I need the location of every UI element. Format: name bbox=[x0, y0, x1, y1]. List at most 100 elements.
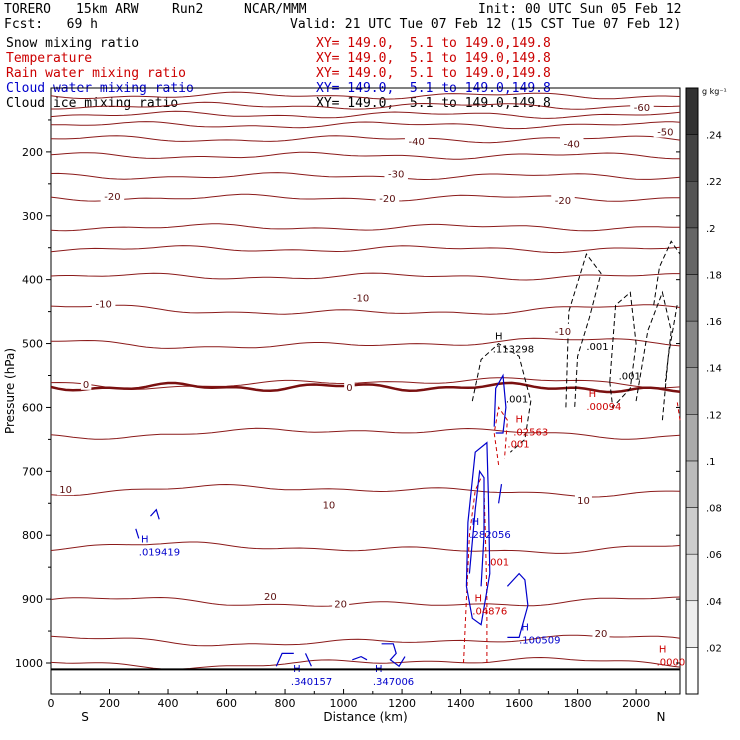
header-org: NCAR/MMM bbox=[244, 2, 307, 17]
temperature-label: -20 bbox=[555, 196, 571, 207]
x-tick-label: 2000 bbox=[622, 697, 650, 710]
y-tick-label: 300 bbox=[22, 210, 43, 223]
temperature-contour bbox=[51, 337, 681, 349]
cloud-water-contour bbox=[465, 441, 491, 626]
contour-value-label: .001 bbox=[506, 394, 528, 405]
cloud-water-contour bbox=[150, 508, 160, 520]
extremum-value: .019419 bbox=[139, 548, 180, 559]
temperature-contour bbox=[50, 151, 680, 160]
y-tick-label: 200 bbox=[22, 146, 43, 159]
colorbar-bin bbox=[685, 274, 699, 322]
temperature-label: 20 bbox=[264, 592, 277, 603]
freezing-level-contour bbox=[50, 381, 681, 394]
temperature-label: -10 bbox=[555, 327, 571, 338]
temperature-label-bg bbox=[375, 190, 400, 204]
colorbar-bin bbox=[685, 227, 699, 275]
colorbar-frame bbox=[685, 87, 699, 695]
temperature-label-bg bbox=[349, 290, 373, 304]
temperature-contour bbox=[50, 304, 681, 315]
extremum-value: .340157 bbox=[291, 677, 332, 688]
extremum-value: .04876 bbox=[472, 607, 507, 618]
header-resolution: 15km ARW bbox=[76, 2, 139, 17]
temperature-contour bbox=[51, 101, 681, 110]
x-tick-label: 0 bbox=[48, 697, 55, 710]
header-model: TORERO bbox=[4, 2, 51, 17]
temperature-contour bbox=[50, 245, 681, 254]
cloud-water-contour bbox=[381, 643, 406, 668]
temperature-label: -20 bbox=[379, 194, 395, 205]
temperature-contour bbox=[50, 272, 680, 281]
colorbar-tick-label: .06 bbox=[706, 550, 722, 561]
cloud-ice-contours bbox=[471, 240, 681, 453]
rain-contour bbox=[463, 477, 482, 664]
x-tick-label: 1800 bbox=[564, 697, 592, 710]
temperature-label: -10 bbox=[353, 294, 369, 305]
extremum-marker: H bbox=[589, 389, 597, 400]
colorbar-tick-label: .22 bbox=[706, 177, 722, 188]
temperature-label-bg bbox=[574, 493, 592, 507]
colorbar-tick-label: .02 bbox=[706, 643, 722, 654]
header-valid: Valid: 21 UTC Tue 07 Feb 12 (15 CST Tue … bbox=[290, 17, 682, 32]
temperature-contour bbox=[50, 427, 681, 440]
x-tick-label: 600 bbox=[216, 697, 237, 710]
cloud-water-contour bbox=[275, 652, 294, 667]
cloud-water-contour bbox=[506, 572, 529, 638]
colorbar-tick-label: .14 bbox=[706, 364, 722, 375]
temperature-label-bg bbox=[320, 497, 338, 511]
header-init: Init: 00 UTC Sun 05 Feb 12 bbox=[478, 2, 682, 17]
temperature-contour bbox=[51, 121, 681, 130]
y-tick-label: 900 bbox=[22, 593, 43, 606]
header-run: Run2 bbox=[172, 2, 204, 17]
x-tick-label: 1400 bbox=[447, 697, 475, 710]
temperature-label-bg bbox=[653, 124, 678, 138]
colorbar-bin bbox=[685, 87, 699, 135]
temperature-label-bg bbox=[332, 596, 350, 610]
cloud-water-contour bbox=[468, 469, 485, 587]
colorbar-tick-label: .18 bbox=[706, 270, 722, 281]
temperature-contours bbox=[50, 91, 681, 670]
temperature-label: -60 bbox=[634, 103, 650, 114]
temperature-label: -50 bbox=[657, 127, 673, 138]
temperature-label: 10 bbox=[59, 485, 72, 496]
temperature-contour bbox=[50, 172, 681, 181]
extremum-value: .00094 bbox=[586, 402, 621, 413]
extremum-marker: H bbox=[515, 415, 523, 426]
extremum-value: .347006 bbox=[373, 677, 414, 688]
temperature-contour bbox=[50, 193, 681, 202]
extremum-value: .02563 bbox=[513, 428, 548, 439]
x-tick-label: 200 bbox=[99, 697, 120, 710]
temperature-label-bg bbox=[57, 482, 75, 496]
temperature-contour bbox=[50, 634, 681, 647]
temperature-contour bbox=[50, 541, 681, 554]
colorbar-bin bbox=[685, 414, 699, 462]
extremum-marker: H bbox=[659, 645, 667, 656]
temperature-label-bg bbox=[551, 192, 575, 206]
y-tick-label: 700 bbox=[22, 465, 43, 478]
temperature-label: 10 bbox=[323, 501, 336, 512]
colorbar-bin bbox=[685, 134, 699, 182]
colorbar-bin bbox=[685, 460, 699, 508]
rain-contour bbox=[483, 490, 488, 663]
extremum-value: .100509 bbox=[519, 635, 560, 646]
cloud-ice-contour bbox=[661, 305, 678, 421]
temperature-label-bg bbox=[404, 134, 429, 148]
cloud-water-contours bbox=[135, 373, 529, 668]
temperature-label-bg bbox=[261, 588, 279, 602]
x-tick-label: 400 bbox=[158, 697, 179, 710]
temperature-label: -40 bbox=[409, 137, 425, 148]
y-tick-label: 800 bbox=[22, 529, 43, 542]
colorbar: .02 .04 .06 .08 .1 .12 .14 .16 .18 .2 .22 .24 g kg⁻¹ bbox=[685, 87, 727, 695]
legend-xy-temperature: XY= 149.0, 5.1 to 149.0,149.8 bbox=[316, 51, 551, 66]
temperature-label: 0 bbox=[83, 380, 89, 391]
header-fcst: Fcst: 69 h bbox=[4, 17, 98, 32]
temperature-label: 0 bbox=[346, 383, 352, 394]
extremum-marker: H bbox=[495, 332, 503, 343]
colorbar-tick-label: .16 bbox=[706, 317, 722, 328]
contour-value-label: .001 bbox=[487, 557, 509, 568]
temperature-contour bbox=[50, 223, 680, 232]
x-tick-label: 1000 bbox=[330, 697, 358, 710]
legend-xy-snow: XY= 149.0, 5.1 to 149.0,149.8 bbox=[316, 36, 551, 51]
cloud-ice-contour bbox=[653, 240, 681, 306]
temperature-label-bg bbox=[91, 296, 116, 310]
